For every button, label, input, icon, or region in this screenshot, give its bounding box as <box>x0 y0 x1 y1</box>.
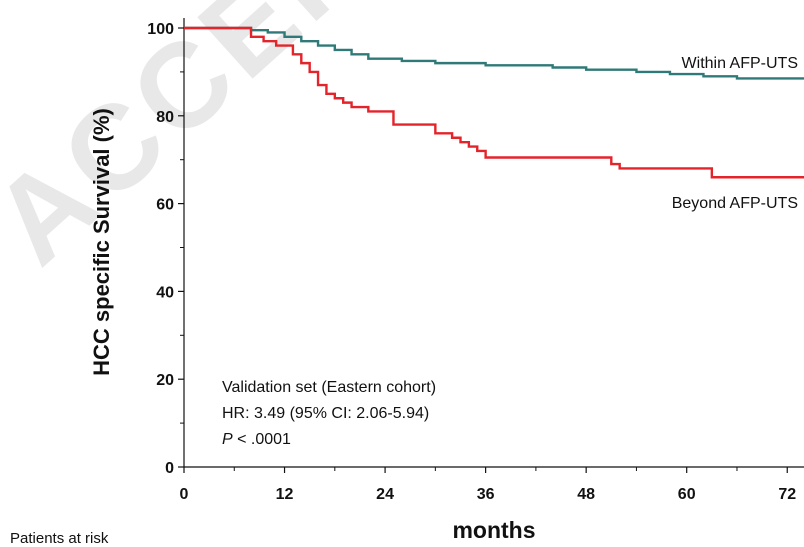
y-axis-title: HCC specific Survival (%) <box>89 108 114 376</box>
annotation-block: Validation set (Eastern cohort) HR: 3.49… <box>222 379 436 448</box>
annotation-line-2: HR: 3.49 (95% CI: 2.06-5.94) <box>222 405 429 422</box>
x-tick-label: 0 <box>180 486 189 503</box>
x-tick-label: 72 <box>778 486 796 503</box>
y-tick-label: 20 <box>156 372 174 389</box>
x-ticks: 0 12 24 36 48 60 72 <box>180 467 796 503</box>
x-tick-label: 48 <box>577 486 595 503</box>
y-tick-label: 60 <box>156 197 174 214</box>
y-ticks: 0 20 40 60 80 100 <box>147 21 184 477</box>
y-tick-label: 100 <box>147 21 174 38</box>
series-label-within: Within AFP-UTS <box>682 55 798 72</box>
annotation-line-1: Validation set (Eastern cohort) <box>222 379 436 396</box>
annotation-line-3: P < .0001 <box>222 431 291 448</box>
x-axis-title: months <box>452 517 535 543</box>
x-tick-label: 24 <box>376 486 394 503</box>
y-tick-label: 0 <box>165 460 174 477</box>
y-tick-label: 80 <box>156 109 174 126</box>
patients-at-risk-label: Patients at risk <box>10 530 109 547</box>
x-tick-label: 12 <box>276 486 294 503</box>
series-group <box>184 26 804 179</box>
beyond-afp-uts-curve <box>184 26 804 179</box>
y-tick-label: 40 <box>156 284 174 301</box>
series-label-beyond: Beyond AFP-UTS <box>672 195 798 212</box>
x-tick-label: 60 <box>678 486 696 503</box>
chart-axes <box>183 18 804 468</box>
p-symbol: P <box>222 431 233 448</box>
p-value: < .0001 <box>233 431 291 448</box>
within-afp-uts-curve <box>184 26 804 80</box>
x-tick-label: 36 <box>477 486 495 503</box>
